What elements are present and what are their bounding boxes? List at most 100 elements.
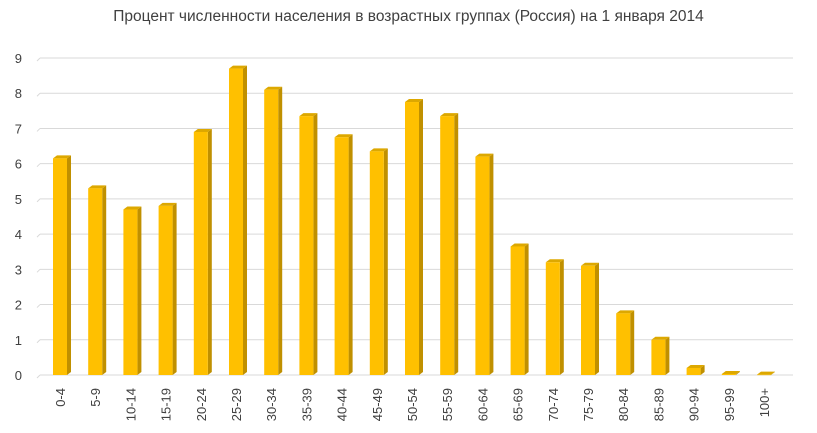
gridline-edge-6 xyxy=(36,163,41,168)
bar-top-65-69 xyxy=(510,243,529,247)
bar-front-20-24 xyxy=(193,131,208,375)
bar-70-74 xyxy=(545,259,564,375)
x-tick-label: 55-59 xyxy=(440,388,455,421)
x-tick-label: 85-89 xyxy=(651,388,666,421)
bar-side-90-94 xyxy=(700,364,705,375)
bar-side-95-99 xyxy=(735,370,740,375)
bar-side-45-49 xyxy=(383,148,388,375)
bar-0-4 xyxy=(53,155,71,375)
bar-front-60-64 xyxy=(475,156,490,375)
gridline-edge-3 xyxy=(36,268,41,273)
bar-top-90-94 xyxy=(686,364,705,368)
y-tick-label: 8 xyxy=(15,86,22,101)
bar-side-35-39 xyxy=(313,113,318,375)
x-tick-label: 90-94 xyxy=(687,388,702,421)
gridline-edge-1 xyxy=(36,339,41,344)
x-tick-label: 50-54 xyxy=(405,388,420,421)
y-axis-ticks: 0 1 2 3 4 5 6 7 8 9 xyxy=(15,51,22,383)
bar-front-25-29 xyxy=(229,68,243,376)
y-tick-label: 9 xyxy=(15,51,22,66)
x-tick-label: 0-4 xyxy=(53,388,68,407)
bar-65-69 xyxy=(510,243,529,375)
x-tick-label: 65-69 xyxy=(511,388,526,421)
bar-front-90-94 xyxy=(686,367,701,375)
bar-10-14 xyxy=(123,206,142,375)
bar-95-99 xyxy=(721,370,740,375)
bar-top-80-84 xyxy=(616,310,635,314)
bar-80-84 xyxy=(616,310,635,375)
x-tick-label: 75-79 xyxy=(581,388,596,421)
gridline-edge-7 xyxy=(36,128,41,132)
x-tick-label: 35-39 xyxy=(299,388,314,421)
bar-40-44 xyxy=(334,134,353,375)
y-tick-label: 1 xyxy=(15,333,22,348)
bar-side-20-24 xyxy=(207,128,212,375)
bar-side-55-59 xyxy=(454,113,459,375)
bar-front-40-44 xyxy=(334,137,349,375)
chart-title: Процент численности населения в возрастн… xyxy=(113,8,704,25)
bar-side-5-9 xyxy=(102,185,107,375)
bar-top-15-19 xyxy=(158,202,177,206)
bar-30-34 xyxy=(264,86,283,375)
bar-front-10-14 xyxy=(123,209,138,375)
bar-side-100+ xyxy=(771,371,775,375)
bar-top-60-64 xyxy=(475,153,494,157)
bar-front-75-79 xyxy=(581,265,595,375)
x-tick-label: 60-64 xyxy=(475,388,490,421)
gridline-edge-8 xyxy=(36,92,41,97)
bar-top-70-74 xyxy=(545,259,564,263)
bar-front-5-9 xyxy=(88,188,103,375)
bars xyxy=(53,65,775,376)
bar-90-94 xyxy=(686,364,705,375)
bar-100+ xyxy=(757,371,775,376)
y-tick-label: 6 xyxy=(15,157,22,172)
x-tick-label: 70-74 xyxy=(546,388,561,421)
bar-front-35-39 xyxy=(299,116,314,375)
bar-top-85-89 xyxy=(651,336,670,340)
bar-front-15-19 xyxy=(158,205,173,375)
x-tick-label: 5-9 xyxy=(88,388,103,407)
bar-side-0-4 xyxy=(67,155,71,375)
bar-55-59 xyxy=(440,113,459,375)
bar-top-25-29 xyxy=(229,65,247,69)
bar-side-80-84 xyxy=(630,310,635,375)
x-tick-label: 40-44 xyxy=(335,388,350,421)
x-tick-label: 95-99 xyxy=(722,388,737,421)
bar-60-64 xyxy=(475,153,494,375)
bar-45-49 xyxy=(369,148,388,375)
bar-25-29 xyxy=(229,65,247,376)
x-tick-label: 100+ xyxy=(757,388,772,417)
bar-front-0-4 xyxy=(53,158,67,375)
y-tick-label: 5 xyxy=(15,192,22,207)
bar-85-89 xyxy=(651,336,670,375)
y-tick-label: 7 xyxy=(15,121,22,136)
bar-front-70-74 xyxy=(545,262,560,375)
bar-top-40-44 xyxy=(334,134,353,138)
bar-top-95-99 xyxy=(721,370,740,374)
y-tick-label: 3 xyxy=(15,262,22,277)
bar-side-50-54 xyxy=(419,99,423,376)
bar-side-25-29 xyxy=(243,65,247,376)
bar-side-60-64 xyxy=(489,153,494,375)
x-tick-label: 45-49 xyxy=(370,388,385,421)
gridline-edge-9 xyxy=(36,57,41,62)
bar-front-45-49 xyxy=(369,151,384,375)
bar-front-95-99 xyxy=(721,373,736,375)
bar-front-80-84 xyxy=(616,313,631,375)
bar-side-70-74 xyxy=(559,259,564,375)
bar-side-40-44 xyxy=(348,134,353,375)
bar-side-10-14 xyxy=(137,206,142,375)
y-tick-label: 2 xyxy=(15,298,22,313)
gridline-edge-2 xyxy=(36,304,41,308)
x-tick-label: 20-24 xyxy=(194,388,209,421)
bar-15-19 xyxy=(158,202,177,375)
x-tick-label: 30-34 xyxy=(264,388,279,421)
y-tick-label: 4 xyxy=(15,227,22,242)
bar-top-5-9 xyxy=(88,185,107,189)
bar-front-85-89 xyxy=(651,339,666,375)
x-tick-label: 10-14 xyxy=(123,388,138,421)
bar-top-20-24 xyxy=(193,128,212,132)
x-axis-ticks: 0-4 5-9 10-14 15-19 20-24 25-29 30-34 35-39 40-4… xyxy=(53,388,772,421)
